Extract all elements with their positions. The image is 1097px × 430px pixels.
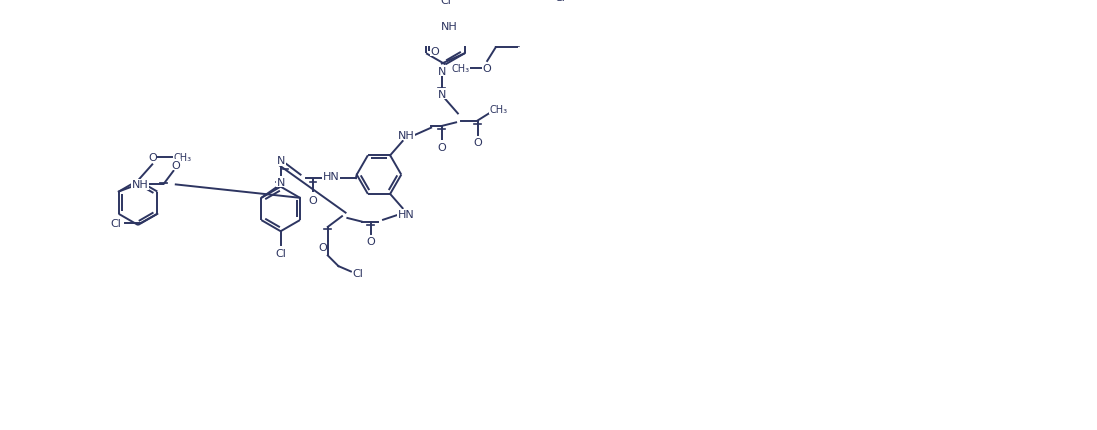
Text: O: O — [438, 143, 446, 153]
Text: N: N — [276, 156, 285, 166]
Text: Cl: Cl — [352, 269, 363, 279]
Text: Cl: Cl — [554, 0, 565, 3]
Text: HN: HN — [323, 171, 339, 181]
Text: NH: NH — [441, 22, 457, 31]
Text: O: O — [171, 160, 180, 170]
Text: NH: NH — [132, 180, 148, 190]
Text: CH₃: CH₃ — [490, 105, 508, 115]
Text: Cl: Cl — [440, 0, 451, 6]
Text: O: O — [148, 153, 157, 163]
Text: O: O — [366, 237, 375, 246]
Text: O: O — [431, 46, 440, 56]
Text: Cl: Cl — [111, 218, 122, 228]
Text: CH₃: CH₃ — [173, 153, 192, 163]
Text: O: O — [473, 138, 482, 147]
Text: N: N — [276, 177, 285, 187]
Text: N: N — [438, 67, 446, 77]
Text: CH₃: CH₃ — [451, 64, 470, 74]
Text: HN: HN — [398, 210, 415, 220]
Text: NH: NH — [398, 131, 415, 141]
Text: O: O — [308, 195, 317, 205]
Text: Cl: Cl — [275, 248, 286, 258]
Text: N: N — [438, 89, 446, 100]
Text: O: O — [318, 242, 327, 252]
Text: O: O — [483, 64, 491, 74]
